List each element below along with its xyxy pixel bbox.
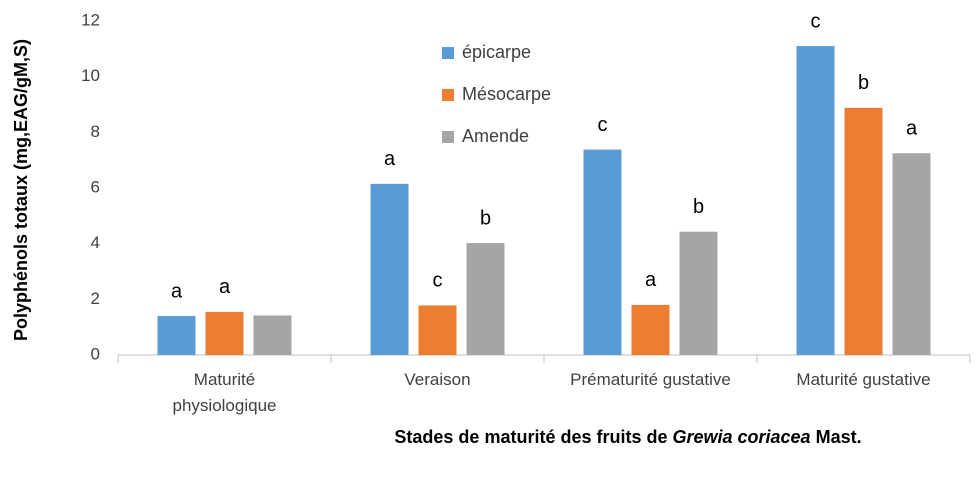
bar-letter: b xyxy=(693,196,704,218)
bar-letter: a xyxy=(906,117,918,139)
bar xyxy=(796,46,835,356)
legend-label: Amende xyxy=(462,126,529,146)
x-axis-label-part: Grewia coriacea xyxy=(672,427,810,447)
bar-letter: a xyxy=(171,280,183,302)
y-tick-label: 0 xyxy=(91,344,100,363)
bar xyxy=(631,304,670,355)
bar-letter: c xyxy=(433,270,443,292)
x-tick-label: Prématurité gustative xyxy=(570,370,731,389)
bar-letter: c xyxy=(598,114,608,136)
bar-letter: b xyxy=(480,207,491,229)
y-tick-label: 6 xyxy=(91,177,100,196)
y-tick-label: 12 xyxy=(81,10,100,29)
bar xyxy=(892,153,931,355)
legend-label: épicarpe xyxy=(462,42,531,62)
x-tick-label: Veraison xyxy=(404,370,471,389)
bar xyxy=(583,149,622,355)
bar-letter: a xyxy=(645,269,657,291)
legend-label: Mésocarpe xyxy=(462,84,551,104)
x-axis-label: Stades de maturité des fruits de Grewia … xyxy=(394,427,861,447)
x-tick-label: Maturité gustative xyxy=(796,370,931,389)
bar xyxy=(157,316,196,355)
bar xyxy=(253,315,292,355)
bar xyxy=(370,183,409,355)
y-tick-label: 8 xyxy=(91,122,100,141)
y-tick-label: 2 xyxy=(91,289,100,308)
bar xyxy=(466,243,505,355)
bar xyxy=(844,107,883,355)
bar xyxy=(205,311,244,355)
bar-letter: c xyxy=(811,10,821,32)
x-axis-label-part: Mast. xyxy=(811,427,862,447)
y-tick-label: 4 xyxy=(91,233,100,252)
legend-swatch xyxy=(442,89,454,101)
bar xyxy=(679,231,718,355)
y-tick-label: 10 xyxy=(81,66,100,85)
x-axis-label-part: Stades de maturité des fruits de xyxy=(394,427,672,447)
bar-letter: b xyxy=(858,72,869,94)
bar-letter: a xyxy=(384,148,396,170)
y-axis-label: Polyphénols totaux (mg,EAG/gM,S) xyxy=(11,39,31,341)
legend-swatch xyxy=(442,47,454,59)
bar-letter: a xyxy=(219,276,231,298)
x-tick-label: Maturité physiologique xyxy=(172,370,277,415)
bar xyxy=(418,305,457,355)
legend-swatch xyxy=(442,131,454,143)
